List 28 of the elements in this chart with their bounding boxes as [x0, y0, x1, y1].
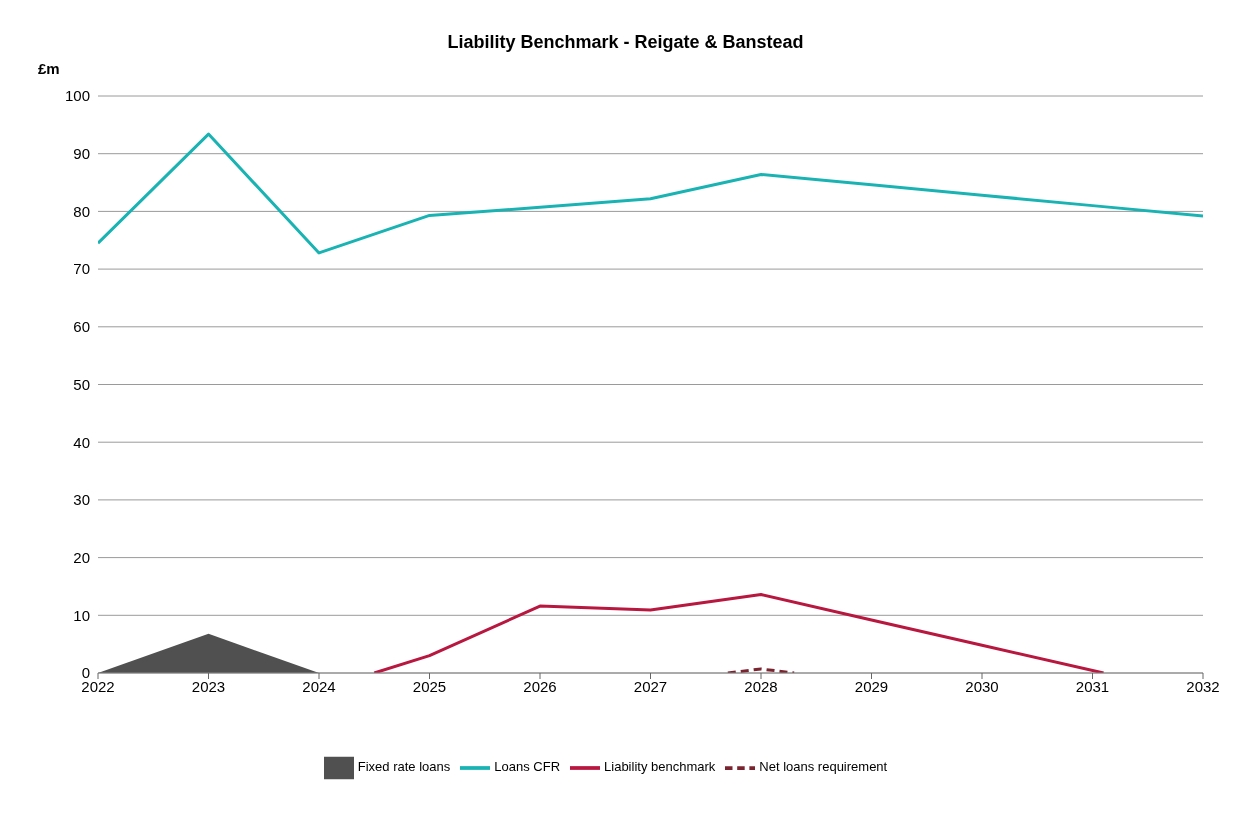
x-tick-label: 2031 — [1075, 677, 1110, 695]
y-tick-label: 40 — [73, 433, 90, 451]
legend-label: Liability benchmark — [604, 759, 716, 775]
line-series — [98, 132, 1203, 255]
x-tick-label: 2030 — [965, 677, 999, 695]
x-tick-label: 2027 — [633, 677, 668, 695]
y-tick-label: 20 — [73, 548, 90, 566]
y-tick-label: 10 — [73, 606, 90, 624]
x-tick-label: 2024 — [302, 677, 336, 695]
x-tick-label: 2029 — [854, 677, 889, 695]
x-tick-label: 2032 — [1186, 677, 1220, 695]
legend-label: Net loans requirement — [759, 759, 888, 775]
y-tick-label: 60 — [73, 318, 90, 336]
y-tick-label: 100 — [64, 87, 90, 105]
x-tick-label: 2023 — [191, 677, 226, 695]
y-tick-label: 30 — [73, 491, 90, 509]
x-tick-label: 2025 — [412, 677, 447, 695]
y-tick-label: 90 — [73, 145, 90, 163]
y-axis-title: £m — [38, 60, 60, 77]
legend-label: Loans CFR — [494, 759, 561, 775]
x-tick-label: 2028 — [744, 677, 778, 695]
line-series — [372, 593, 1106, 673]
y-tick-label: 70 — [73, 260, 90, 278]
x-tick-label: 2026 — [523, 677, 557, 695]
chart-title: Liability Benchmark - Reigate & Banstead — [446, 32, 805, 53]
y-tick-label: 50 — [73, 375, 90, 393]
legend-label: Fixed rate loans — [357, 759, 451, 775]
y-tick-label: 80 — [73, 202, 90, 220]
